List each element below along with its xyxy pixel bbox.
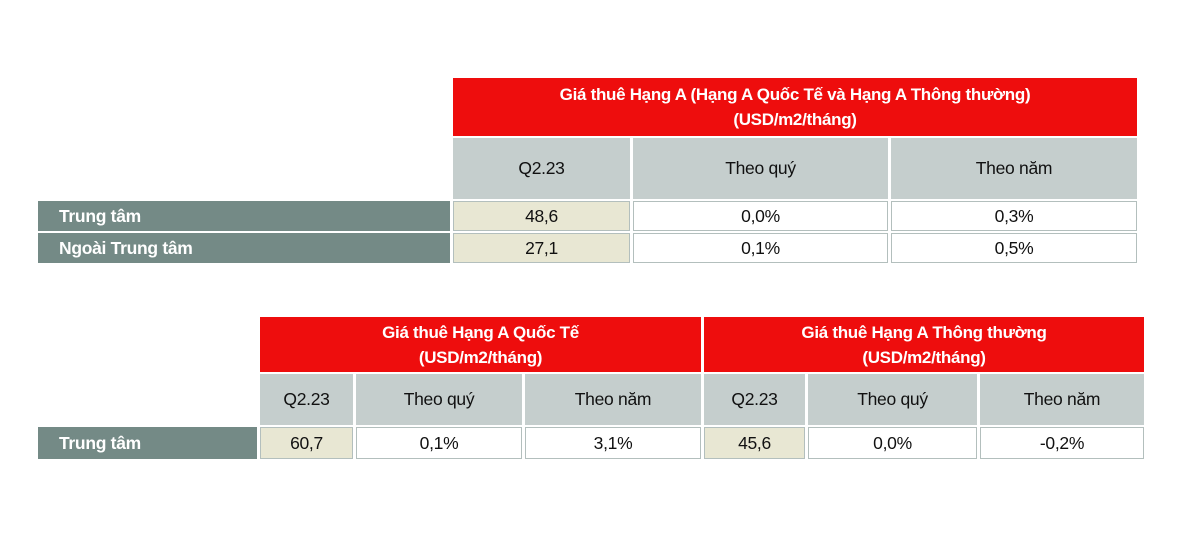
table1-cell-ngoai-trung-tam-q223: 27,1 (453, 233, 630, 263)
table2-thong-thuong-title-line1: Giá thuê Hạng A Thông thường (801, 322, 1047, 342)
table1-col-header-q223: Q2.23 (453, 138, 630, 199)
table1-title-line1: Giá thuê Hạng A (Hạng A Quốc Tế và Hạng … (559, 85, 1031, 104)
table1-cell-ngoai-trung-tam-theo-nam: 0,5% (891, 233, 1137, 263)
table1-row-label-ngoai-trung-tam: Ngoài Trung tâm (38, 233, 450, 263)
table2-cell-quoc-te-theo-quy: 0,1% (356, 427, 522, 459)
table1-row-label-trung-tam: Trung tâm (38, 201, 450, 231)
table2-col-header-theo-quy-thong-thuong: Theo quý (808, 374, 977, 425)
table1-cell-trung-tam-q223: 48,6 (453, 201, 630, 231)
table2-row-label-trung-tam: Trung tâm (38, 427, 257, 459)
table2-col-header-theo-nam-thong-thuong: Theo năm (980, 374, 1144, 425)
table2-cell-thong-thuong-theo-nam: -0,2% (980, 427, 1144, 459)
table2-cell-thong-thuong-q223: 45,6 (704, 427, 805, 459)
table1-cell-ngoai-trung-tam-theo-quy: 0,1% (633, 233, 888, 263)
table2-col-header-theo-nam-quoc-te: Theo năm (525, 374, 701, 425)
table2-cell-quoc-te-q223: 60,7 (260, 427, 353, 459)
table1-header: Giá thuê Hạng A (Hạng A Quốc Tế và Hạng … (453, 78, 1137, 136)
table-grade-a-split: Giá thuê Hạng A Quốc Tế (USD/m2/tháng) G… (38, 317, 1144, 459)
table2-thong-thuong-title-line2: (USD/m2/tháng) (862, 347, 986, 367)
table2-col-header-theo-quy-quoc-te: Theo quý (356, 374, 522, 425)
table2-header-quoc-te: Giá thuê Hạng A Quốc Tế (USD/m2/tháng) (260, 317, 701, 372)
table1-title-line2: (USD/m2/tháng) (733, 110, 857, 129)
table2-header-thong-thuong: Giá thuê Hạng A Thông thường (USD/m2/thá… (704, 317, 1144, 372)
table2-col-header-q223-thong-thuong: Q2.23 (704, 374, 805, 425)
table1-col-header-theo-nam: Theo năm (891, 138, 1137, 199)
table2-col-header-q223-quoc-te: Q2.23 (260, 374, 353, 425)
table1-col-header-theo-quy: Theo quý (633, 138, 888, 199)
table2-cell-thong-thuong-theo-quy: 0,0% (808, 427, 977, 459)
table2-cell-quoc-te-theo-nam: 3,1% (525, 427, 701, 459)
table1-cell-trung-tam-theo-quy: 0,0% (633, 201, 888, 231)
table2-quoc-te-title-line1: Giá thuê Hạng A Quốc Tế (382, 322, 579, 342)
table2-quoc-te-title-line2: (USD/m2/tháng) (418, 347, 543, 367)
table-grade-a-overall: Giá thuê Hạng A (Hạng A Quốc Tế và Hạng … (38, 78, 1137, 263)
table1-cell-trung-tam-theo-nam: 0,3% (891, 201, 1137, 231)
